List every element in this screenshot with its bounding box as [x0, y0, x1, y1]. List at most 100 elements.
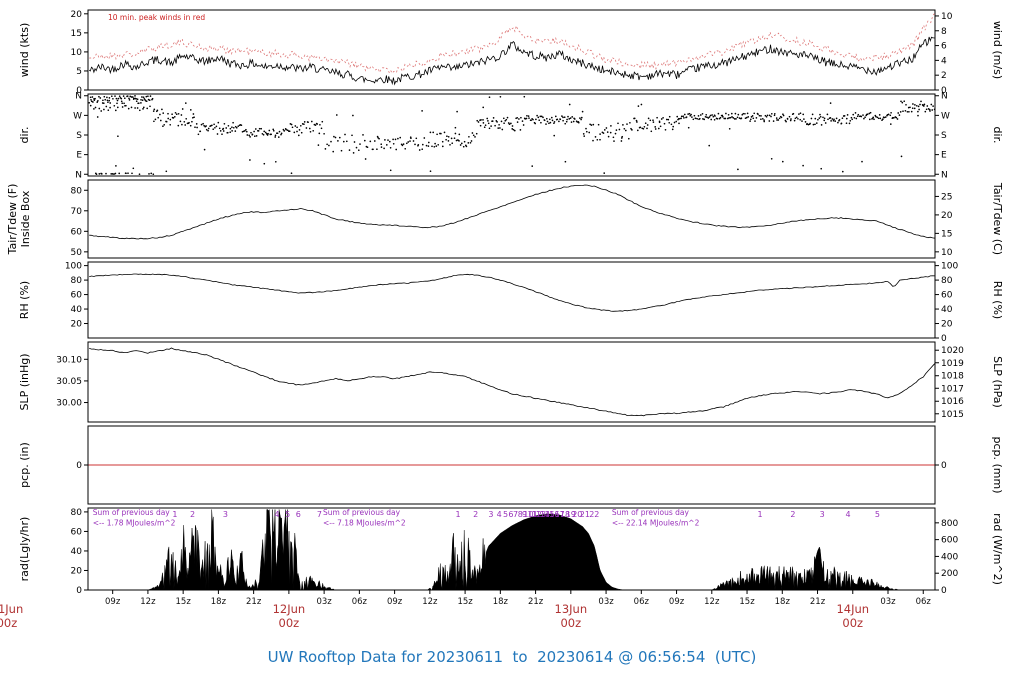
rh-ytick-label-left: 60 [71, 291, 83, 301]
rad-cumulative-marker: 1 [455, 510, 460, 519]
x-date-label: 13Jun [555, 602, 588, 616]
wind-ylabel-left: wind (kts) [18, 23, 31, 78]
x-tick-label: 18z [493, 597, 509, 607]
rh-frame [87, 261, 936, 339]
pcp-ytick-label-right: 0 [941, 461, 947, 471]
x-tick-label: 09z [105, 597, 121, 607]
wind-ytick-label-left: 5 [76, 67, 82, 77]
rad-cumulative-marker: 1 [757, 510, 762, 519]
rad-cumulative-marker: 9 [522, 510, 527, 519]
x-tick-label: 06z [352, 597, 368, 607]
rad-cumulative-marker: 10 [523, 510, 533, 519]
temp-ytick-label-right: 25 [941, 192, 952, 202]
temp-ylabel-right: Tair/Tdew (C) [991, 182, 1004, 255]
x-tick-label: 15z [739, 597, 755, 607]
rad-ytick-label-left: 20 [71, 566, 83, 576]
x-tick-label: 18z [775, 597, 791, 607]
rh-ytick-label-left: 100 [65, 262, 82, 272]
slp-ytick-label-right: 1015 [941, 410, 964, 420]
wind-mean-kts [88, 36, 936, 86]
rad-sum-note-1: Sum of previous day [93, 508, 171, 517]
slp-ytick-label-right: 1016 [941, 397, 964, 407]
wind-ytick-label-left: 10 [71, 48, 83, 58]
wind-ytick-label-right: 6 [941, 42, 947, 52]
rad-cumulative-marker: 5 [503, 510, 508, 519]
temp-ylabel-left: Tair/Tdew (F) [6, 184, 19, 256]
wind-ytick-label-left: 20 [71, 10, 83, 20]
temp-ytick-label-left: 50 [71, 248, 83, 258]
rad-cumulative-marker: 3 [820, 510, 825, 519]
solar-radiation-area [89, 508, 935, 591]
rad-cumulative-marker: 7 [317, 510, 322, 519]
x-date-label-hour: 00z [0, 616, 17, 630]
rad-cumulative-marker: 18 [560, 510, 570, 519]
rad-cumulative-marker: 4 [275, 510, 280, 519]
slp-ytick-label-right: 1017 [941, 384, 964, 394]
rad-cumulative-marker: 2 [190, 510, 195, 519]
rh-ylabel-left: RH (%) [18, 281, 31, 319]
dir-ytick-label-left: E [76, 151, 82, 161]
x-tick-label: 03z [598, 597, 614, 607]
temp-ytick-label-right: 15 [941, 229, 952, 239]
dir-ytick-label-right: N [941, 92, 948, 102]
rad-cumulative-marker: 15 [545, 510, 555, 519]
temp-ytick-label-right: 20 [941, 211, 953, 221]
rad-cumulative-marker: 20 [572, 510, 582, 519]
rad-cumulative-marker: 16 [549, 510, 559, 519]
rh-ytick-label-left: 80 [71, 276, 83, 286]
relative-humidity-pct [89, 273, 936, 312]
x-date-label-hour: 00z [560, 616, 581, 630]
rad-ytick-label-right: 200 [941, 569, 958, 579]
x-tick-label: 21z [246, 597, 262, 607]
slp-ytick-label-left: 30.05 [56, 377, 82, 387]
rad-ylabel-left: rad(Lgly/hr) [18, 517, 31, 582]
rad-cumulative-marker: 12 [532, 510, 542, 519]
slp-ytick-label-left: 30.00 [56, 399, 82, 409]
rad-sum-note-3: <-- 22.14 MJoules/m^2 [612, 519, 700, 528]
rh-ytick-label-right: 40 [941, 305, 953, 315]
x-tick-label: 12z [704, 597, 720, 607]
x-tick-label: 15z [176, 597, 192, 607]
x-tick-label: 18z [211, 597, 227, 607]
rad-sum-note-2: <-- 7.18 MJoules/m^2 [323, 519, 406, 528]
rad-cumulative-marker: 6 [508, 510, 513, 519]
wind-ytick-label-right: 4 [941, 56, 947, 66]
rad-cumulative-marker: 4 [846, 510, 851, 519]
rad-cumulative-marker: 17 [555, 510, 565, 519]
wind-ytick-label-left: 15 [71, 29, 82, 39]
x-tick-label: 06z [916, 597, 932, 607]
pcp-ylabel-right: pcp. (mm) [991, 436, 1004, 493]
rad-ytick-label-right: 600 [941, 536, 958, 546]
slp-ylabel-left: SLP (inHg) [18, 353, 31, 410]
rh-ytick-label-right: 60 [941, 291, 953, 301]
slp-ytick-label-left: 30.10 [56, 355, 82, 365]
pcp-ytick-label-left: 0 [76, 461, 82, 471]
rad-cumulative-marker: 4 [497, 510, 502, 519]
rad-ytick-label-right: 400 [941, 552, 958, 562]
wind-ytick-label-right: 0 [941, 86, 947, 96]
sea-level-pressure-inhg [89, 347, 936, 417]
x-tick-label: 06z [634, 597, 650, 607]
x-tick-label: 12z [140, 597, 156, 607]
slp-ytick-label-right: 1020 [941, 346, 964, 356]
dir-ytick-label-right: N [941, 170, 948, 180]
wind-ytick-label-right: 2 [941, 71, 947, 81]
dir-ytick-label-left: W [73, 111, 82, 121]
dir-ytick-label-right: E [941, 151, 947, 161]
air-temperature-f [89, 184, 936, 240]
rad-cumulative-marker: 8 [518, 510, 523, 519]
rad-cumulative-marker: 6 [296, 510, 301, 519]
slp-frame [87, 341, 936, 423]
x-tick-label: 09z [387, 597, 403, 607]
slp-ytick-label-right: 1018 [941, 372, 964, 382]
wind-ytick-label-left: 0 [76, 86, 82, 96]
dir-ytick-label-left: N [75, 170, 82, 180]
x-tick-label: 03z [880, 597, 896, 607]
rad-cumulative-marker: 22 [589, 510, 599, 519]
dir-ytick-label-left: S [76, 131, 82, 141]
rad-cumulative-marker: 13 [536, 510, 546, 519]
x-date-label: 12Jun [273, 602, 306, 616]
rh-ytick-label-left: 40 [71, 305, 83, 315]
